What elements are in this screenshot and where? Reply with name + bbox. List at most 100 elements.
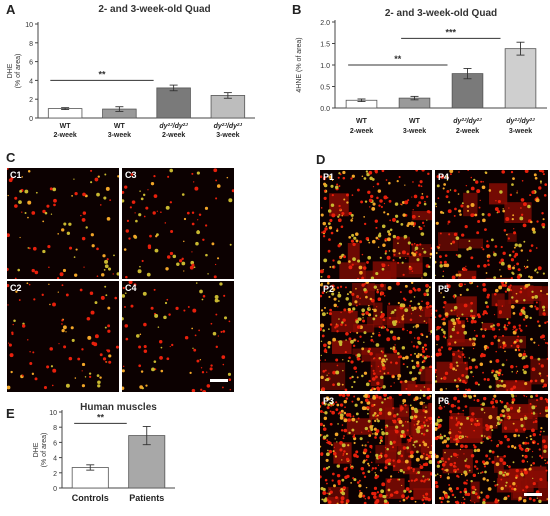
stain-region	[375, 445, 405, 464]
stained-nucleus	[324, 478, 328, 482]
y-tick-label: 2	[53, 471, 57, 478]
stained-nucleus	[466, 190, 470, 194]
stained-nucleus	[413, 417, 416, 421]
stained-nucleus	[487, 213, 491, 217]
stained-nucleus	[379, 199, 383, 203]
stained-nucleus	[366, 412, 369, 415]
stained-nucleus	[504, 327, 508, 331]
stained-nucleus	[455, 439, 460, 444]
stained-nucleus	[81, 218, 86, 222]
stained-nucleus	[196, 359, 200, 363]
stained-nucleus	[398, 478, 401, 481]
stained-nucleus	[46, 365, 50, 369]
stained-nucleus	[402, 446, 407, 450]
stained-nucleus	[62, 325, 67, 330]
stained-nucleus	[508, 207, 510, 209]
stained-nucleus	[506, 437, 510, 442]
stained-nucleus	[460, 204, 464, 208]
stained-nucleus	[515, 299, 519, 303]
stained-nucleus	[410, 496, 414, 501]
stained-nucleus	[401, 315, 404, 319]
stained-nucleus	[402, 213, 406, 217]
stained-nucleus	[524, 448, 529, 453]
stained-nucleus	[495, 303, 498, 306]
stained-nucleus	[397, 336, 401, 340]
stained-nucleus	[108, 354, 112, 358]
stained-nucleus	[389, 330, 394, 334]
stained-nucleus	[427, 425, 429, 428]
stained-nucleus	[356, 331, 359, 334]
stained-nucleus	[457, 193, 460, 195]
stained-nucleus	[343, 198, 346, 201]
stained-nucleus	[437, 416, 440, 419]
stained-nucleus	[129, 206, 132, 209]
stained-nucleus	[320, 269, 324, 274]
y-tick-label: 1.5	[320, 42, 330, 49]
stained-nucleus	[457, 412, 460, 415]
stained-nucleus	[377, 464, 380, 466]
stained-nucleus	[429, 472, 432, 476]
stained-nucleus	[18, 299, 21, 301]
stained-nucleus	[373, 412, 377, 415]
stained-nucleus	[379, 436, 383, 440]
stained-nucleus	[337, 306, 339, 308]
stained-nucleus	[463, 498, 466, 501]
stained-nucleus	[368, 170, 373, 175]
stained-nucleus	[503, 324, 507, 327]
stained-nucleus	[524, 414, 527, 417]
stained-nucleus	[364, 200, 368, 203]
stained-nucleus	[191, 251, 193, 253]
stained-nucleus	[57, 291, 59, 293]
stained-nucleus	[510, 289, 513, 292]
stained-nucleus	[501, 363, 505, 367]
stained-nucleus	[342, 486, 346, 489]
stained-nucleus	[397, 461, 400, 464]
stained-nucleus	[453, 214, 456, 217]
stained-nucleus	[513, 433, 517, 438]
stained-nucleus	[501, 305, 504, 307]
stained-nucleus	[349, 290, 352, 294]
stained-nucleus	[381, 431, 385, 435]
stained-nucleus	[442, 306, 445, 309]
stained-nucleus	[419, 314, 421, 317]
stained-nucleus	[102, 357, 107, 361]
stained-nucleus	[470, 176, 473, 179]
stained-nucleus	[346, 201, 349, 204]
stained-nucleus	[495, 376, 499, 381]
stained-nucleus	[445, 468, 449, 472]
stained-nucleus	[471, 485, 476, 490]
stained-nucleus	[350, 219, 353, 222]
stained-nucleus	[365, 459, 368, 461]
stained-nucleus	[392, 234, 397, 239]
stained-nucleus	[169, 201, 173, 204]
stained-nucleus	[14, 196, 18, 200]
stained-nucleus	[441, 468, 444, 471]
stained-nucleus	[27, 216, 29, 219]
stained-nucleus	[81, 384, 86, 388]
stained-nucleus	[429, 333, 431, 335]
stained-nucleus	[391, 419, 394, 422]
stained-nucleus	[443, 300, 447, 305]
stained-nucleus	[330, 443, 333, 446]
stained-nucleus	[105, 186, 110, 191]
stained-nucleus	[488, 425, 491, 427]
stained-nucleus	[466, 465, 471, 469]
stained-nucleus	[52, 187, 57, 192]
stained-nucleus	[487, 487, 492, 491]
stained-nucleus	[465, 375, 470, 379]
stained-nucleus	[352, 477, 355, 480]
stained-nucleus	[526, 461, 529, 463]
stained-nucleus	[540, 379, 545, 383]
stained-nucleus	[460, 473, 463, 476]
stained-nucleus	[486, 305, 489, 309]
stain-region	[403, 467, 421, 475]
stained-nucleus	[437, 348, 442, 352]
stained-nucleus	[514, 348, 518, 352]
stained-nucleus	[422, 440, 425, 442]
stained-nucleus	[401, 200, 405, 205]
micrograph-p4: P4	[435, 170, 548, 279]
stained-nucleus	[444, 460, 447, 464]
stained-nucleus	[385, 179, 388, 181]
stained-nucleus	[423, 502, 426, 504]
stained-nucleus	[368, 379, 371, 383]
